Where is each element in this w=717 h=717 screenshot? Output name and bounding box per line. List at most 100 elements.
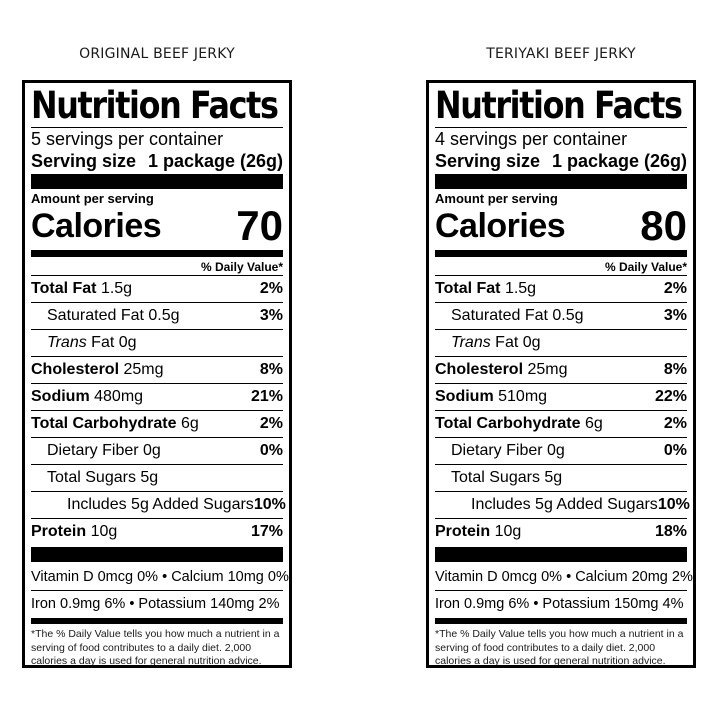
nutrient-row-trans-fat: Trans Fat 0g	[31, 330, 283, 357]
nutrient-dv: 8%	[663, 361, 687, 378]
thick-divider	[31, 174, 283, 189]
nutrient-dv: 0%	[259, 442, 283, 459]
nutrient-name: Includes 5g Added Sugars	[67, 496, 254, 513]
medium-divider	[435, 250, 687, 257]
medium-divider	[31, 250, 283, 257]
nutrient-name: Total Sugars	[451, 469, 540, 486]
nutrient-amount: 0g	[522, 334, 541, 351]
nutrient-amount: 5g	[140, 469, 159, 486]
nutrient-dv: 10%	[657, 496, 690, 513]
nutrient-row-saturated-fat: Saturated Fat 0.5g 3%	[435, 303, 687, 330]
nutrient-row-dietary-fiber: Dietary Fiber 0g 0%	[435, 438, 687, 465]
calories-row: Calories 70	[31, 202, 283, 249]
medium-divider	[31, 618, 283, 624]
nutrient-amount: 0.5g	[148, 307, 180, 324]
nutrient-dv: 18%	[654, 523, 687, 540]
daily-value-footnote: *The % Daily Value tells you how much a …	[31, 628, 280, 667]
nutrient-amount: 0g	[143, 442, 161, 459]
nutrient-amount: 1.5g	[100, 280, 133, 297]
amount-per-serving: Amount per serving	[31, 191, 154, 206]
nutrient-dv: 3%	[663, 307, 687, 324]
nutrient-name: Cholesterol	[31, 361, 120, 378]
serving-size-row: Serving size 1 package (26g)	[435, 150, 687, 172]
nutrient-dv: 2%	[259, 280, 283, 297]
thick-divider	[31, 547, 283, 562]
label-heading: Nutrition Facts	[31, 84, 279, 127]
medium-divider	[435, 618, 687, 624]
nutrient-amount: 6g	[584, 415, 603, 432]
nutrient-row-cholesterol: Cholesterol 25mg 8%	[435, 357, 687, 384]
nutrient-amount: 0.5g	[552, 307, 584, 324]
nutrient-amount: 1.5g	[504, 280, 537, 297]
nutrient-row-total-fat: Total Fat 1.5g 2%	[31, 276, 283, 303]
nutrient-dv: 22%	[654, 388, 687, 405]
thick-divider	[435, 174, 687, 189]
nutrient-dv: 2%	[663, 415, 687, 432]
nutrient-row-cholesterol: Cholesterol 25mg 8%	[31, 357, 283, 384]
nutrient-row-added-sugars: Includes 5g Added Sugars 10%	[435, 492, 690, 519]
nutrient-dv: 17%	[250, 523, 283, 540]
nutrient-row-sodium: Sodium 480mg 21%	[31, 384, 283, 411]
vitamins-row-2: Iron 0.9mg 6% • Potassium 150mg 4%	[435, 596, 684, 612]
nutrient-dv: 0%	[663, 442, 687, 459]
thick-divider	[435, 547, 687, 562]
servings-per-container: 5 servings per container	[31, 127, 283, 150]
nutrient-amount: 6g	[180, 415, 199, 432]
nutrient-amount: 0g	[118, 334, 137, 351]
nutrient-dv: 3%	[259, 307, 283, 324]
nutrient-row-total-carbohydrate: Total Carbohydrate 6g 2%	[435, 411, 687, 438]
serving-size-label: Serving size	[31, 151, 137, 171]
nutrient-amount: 0g	[547, 442, 565, 459]
nutrient-dv: 10%	[253, 496, 286, 513]
daily-value-footnote: *The % Daily Value tells you how much a …	[435, 628, 684, 667]
calories-value: 70	[236, 202, 283, 249]
nutrient-amount: 480mg	[94, 388, 144, 405]
nutrient-name: Dietary Fiber	[47, 442, 139, 459]
nutrient-dv: 8%	[259, 361, 283, 378]
nutrient-name: Sodium	[435, 388, 494, 405]
nutrient-name: Includes 5g Added Sugars	[471, 496, 658, 513]
servings-per-container: 4 servings per container	[435, 127, 687, 150]
nutrient-row-protein: Protein 10g 17%	[31, 519, 283, 545]
nutrient-name: Cholesterol	[435, 361, 524, 378]
nutrient-name: Protein	[435, 523, 491, 540]
nutrient-amount: 10g	[90, 523, 118, 540]
nutrient-name: Sodium	[31, 388, 90, 405]
nutrient-row-dietary-fiber: Dietary Fiber 0g 0%	[31, 438, 283, 465]
nutrient-amount: 25mg	[123, 361, 164, 378]
calories-value: 80	[640, 202, 687, 249]
product-title: ORIGINAL BEEF JERKY	[79, 46, 235, 62]
nutrient-name: Protein	[31, 523, 87, 540]
nutrition-facts-label: Nutrition Facts 5 servings per container…	[22, 80, 292, 668]
nutrient-row-saturated-fat: Saturated Fat 0.5g 3%	[31, 303, 283, 330]
nutrient-name: Total Carbohydrate	[435, 415, 581, 432]
nutrient-dv: 2%	[663, 280, 687, 297]
calories-row: Calories 80	[435, 202, 687, 249]
vitamins-row-1: Vitamin D 0mcg 0% • Calcium 10mg 0%	[31, 564, 289, 591]
amount-per-serving: Amount per serving	[435, 191, 558, 206]
vitamins-row-2: Iron 0.9mg 6% • Potassium 140mg 2%	[31, 596, 280, 612]
nutrient-amount: 510mg	[498, 388, 548, 405]
nutrient-name: Dietary Fiber	[451, 442, 543, 459]
nutrient-amount: 25mg	[527, 361, 568, 378]
nutrient-name: Total Sugars	[47, 469, 136, 486]
nutrient-name: Total Carbohydrate	[31, 415, 177, 432]
nutrient-name: Total Fat	[435, 280, 501, 297]
nutrient-row-total-fat: Total Fat 1.5g 2%	[435, 276, 687, 303]
nutrient-name-suffix: Fat	[91, 334, 115, 351]
nutrient-row-protein: Protein 10g 18%	[435, 519, 687, 545]
daily-value-header: % Daily Value*	[31, 260, 283, 276]
nutrient-row-trans-fat: Trans Fat 0g	[435, 330, 687, 357]
nutrient-dv: 2%	[259, 415, 283, 432]
calories-label: Calories	[435, 207, 566, 245]
nutrient-row-sodium: Sodium 510mg 22%	[435, 384, 687, 411]
nutrient-name-suffix: Fat	[495, 334, 519, 351]
daily-value-header: % Daily Value*	[435, 260, 687, 276]
serving-size-value: 1 package (26g)	[147, 151, 283, 171]
nutrient-name: Saturated Fat	[451, 307, 548, 324]
nutrition-facts-label: Nutrition Facts 4 servings per container…	[426, 80, 696, 668]
nutrient-name: Saturated Fat	[47, 307, 144, 324]
serving-size-value: 1 package (26g)	[551, 151, 687, 171]
nutrient-name: Trans	[47, 334, 87, 351]
nutrient-amount: 5g	[544, 469, 563, 486]
